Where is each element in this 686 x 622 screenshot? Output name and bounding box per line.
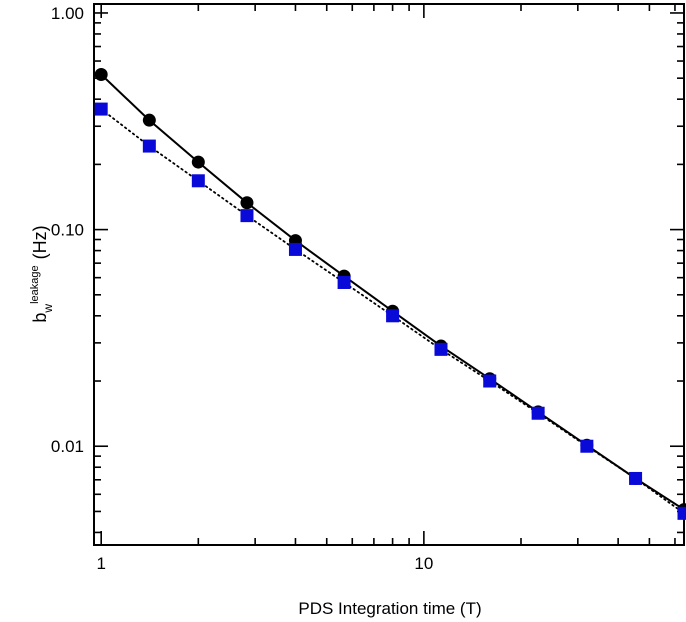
series-markers — [94, 67, 686, 520]
series-2-point — [629, 471, 643, 485]
x-axis-label: PDS Integration time (T) — [298, 599, 481, 618]
tick-labels: 1 10 0.01 0.10 1.00 — [51, 4, 433, 573]
y-axis-label-base: b — [30, 313, 50, 323]
series-2-point — [677, 506, 686, 520]
y-axis-label-unit: (Hz) — [30, 225, 50, 259]
y-axis-label: bwleakage (Hz) — [29, 225, 55, 322]
series-2-point — [434, 342, 448, 356]
series-2-point — [531, 406, 545, 420]
series-2-point — [288, 242, 302, 256]
y-tick-label: 1.00 — [51, 4, 84, 23]
x-tick-label: 1 — [96, 554, 105, 573]
series-1-point — [94, 67, 108, 81]
series-lines — [100, 73, 685, 515]
series-2-point — [386, 309, 400, 323]
series-1-line — [100, 73, 685, 511]
y-tick-label: 0.10 — [51, 221, 84, 240]
series-1-point — [240, 196, 254, 210]
series-2-point — [240, 209, 254, 223]
axis-ticks — [94, 4, 684, 545]
series-2-point — [483, 374, 497, 388]
series-2-point — [191, 174, 205, 188]
svg-text:bwleakage(Hz): bwleakage (Hz) — [29, 225, 55, 322]
series-2-point — [337, 275, 351, 289]
y-axis-label-superscript: leakage — [29, 265, 41, 304]
series-2-point — [580, 439, 594, 453]
plot-frame — [93, 3, 685, 546]
series-2-point — [94, 102, 108, 116]
x-tick-label: 10 — [414, 554, 433, 573]
y-tick-label: 0.01 — [51, 437, 84, 456]
series-2-point — [142, 139, 156, 153]
series-1-point — [142, 113, 156, 127]
y-axis-label-subscript: w — [41, 304, 55, 314]
series-1-point — [191, 155, 205, 169]
